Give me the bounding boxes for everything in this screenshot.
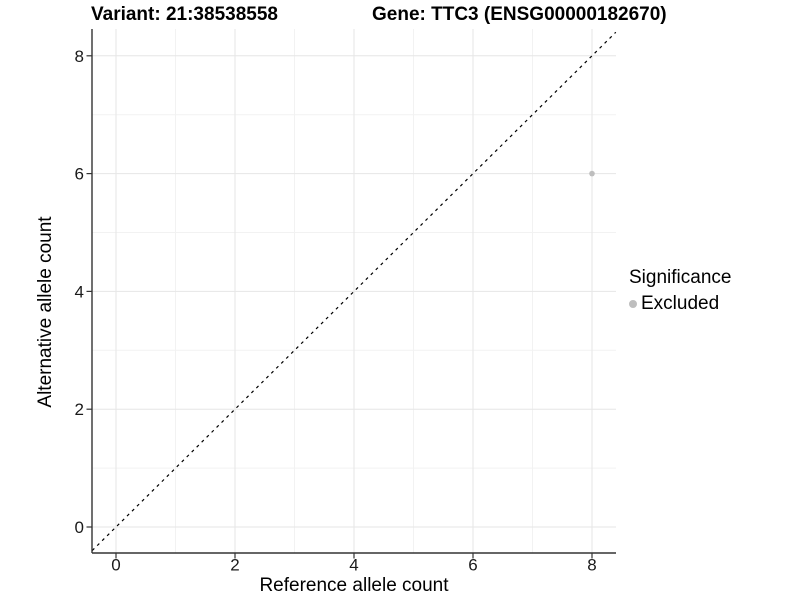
gene-title: Gene: TTC3 (ENSG00000182670) [372,4,667,25]
tick-marks [86,55,593,559]
x-tick-label: 0 [111,556,120,575]
x-tick-label: 2 [230,556,239,575]
legend-title: Significance [629,267,732,288]
legend: Significance Excluded [629,267,731,315]
x-tick-label: 8 [587,556,596,575]
y-tick-label: 8 [75,47,84,66]
tick-labels: 0 2 4 6 8 0 2 4 6 8 [75,47,597,575]
y-tick-label: 6 [75,165,84,184]
y-tick-label: 4 [75,282,84,301]
x-tick-label: 6 [468,556,477,575]
grid-major [92,29,616,553]
y-tick-label: 0 [75,518,84,537]
data-point [589,170,595,177]
y-tick-label: 2 [75,400,84,419]
legend-entry-label: Excluded [641,293,720,314]
variant-title: Variant: 21:38538558 [91,4,278,25]
y-axis-title: Alternative allele count [35,216,56,408]
legend-key-dot-icon [629,300,637,308]
x-tick-label: 4 [349,556,358,575]
x-axis-title: Reference allele count [259,575,449,596]
legend-entry-excluded: Excluded [629,293,731,315]
data-points [589,170,595,177]
